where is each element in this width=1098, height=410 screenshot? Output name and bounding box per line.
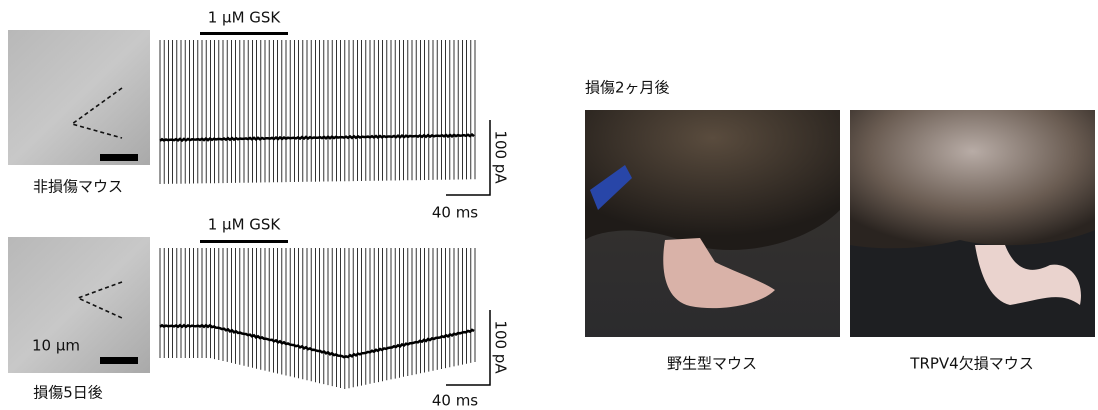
current-trace-baseline <box>160 135 474 141</box>
current-trace-spikes <box>160 248 475 389</box>
photos-title: 損傷2ヶ月後 <box>585 79 670 97</box>
scale-bar <box>100 154 138 161</box>
current-trace-spikes <box>160 40 475 184</box>
cell-image <box>8 30 150 165</box>
scale-bars <box>446 120 490 195</box>
panel-label: 損傷5日後 <box>33 384 103 402</box>
scale-y-label: 100 pA <box>492 320 510 374</box>
drug-label: 1 μM GSK <box>208 9 282 27</box>
scale-bar <box>100 357 138 364</box>
photo-trpv4-knockout <box>850 110 1095 337</box>
scale-bars <box>446 310 490 385</box>
drug-bar <box>200 240 288 243</box>
scale-x-label: 40 ms <box>432 392 478 410</box>
figure: 非損傷マウス 1 μM GSK 100 pA 40 ms 10 μm 損傷5日後… <box>0 0 1098 410</box>
scale-y-label: 100 pA <box>492 130 510 184</box>
image-scale-label: 10 μm <box>32 337 80 355</box>
photo-wild-type <box>585 110 840 337</box>
photo-caption: TRPV4欠損マウス <box>909 355 1033 373</box>
photo-caption: 野生型マウス <box>667 355 757 373</box>
drug-label: 1 μM GSK <box>208 216 282 234</box>
scale-x-label: 40 ms <box>432 204 478 222</box>
drug-bar <box>200 32 288 35</box>
current-trace-baseline <box>160 325 474 357</box>
panel-label: 非損傷マウス <box>33 178 123 196</box>
